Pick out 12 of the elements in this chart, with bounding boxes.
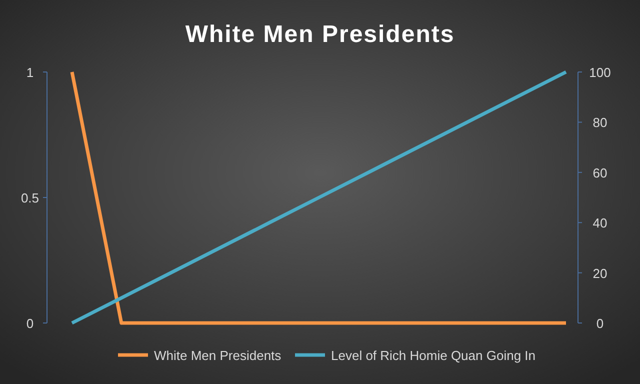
y2-tick-label: 40 [592,216,608,231]
legend-label: Level of Rich Homie Quan Going In [331,348,536,363]
chart-title: White Men Presidents [185,21,455,48]
y2-tick-label: 80 [592,115,608,130]
y2-tick-label: 20 [592,266,608,281]
y-tick-label: 0 [26,316,34,331]
legend-label: White Men Presidents [154,348,282,363]
y2-tick-label: 60 [592,165,608,180]
y-tick-label: 0.5 [20,190,40,206]
y2-tick-label: 0 [596,316,604,331]
y-tick-label: 1 [26,65,34,80]
y2-tick-label: 100 [589,65,611,80]
